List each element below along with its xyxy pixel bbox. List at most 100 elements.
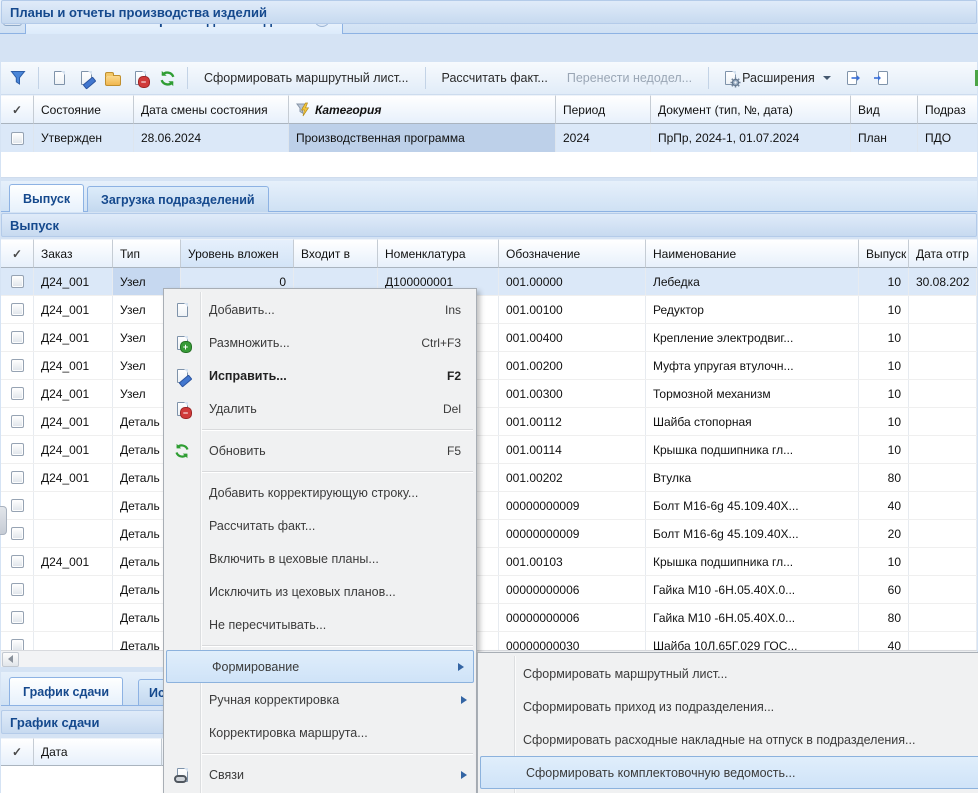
- column-dept[interactable]: Подраз: [918, 95, 977, 124]
- delete-document-icon: −: [164, 401, 200, 419]
- cell-output: 10: [859, 380, 909, 407]
- cell-designation: 001.00000: [499, 268, 646, 295]
- column-parent[interactable]: Входит в: [294, 239, 378, 268]
- plans-grid-header: ✓ Состояние Дата смены состояния Категор…: [1, 95, 977, 124]
- menu-item-edit[interactable]: Исправить... F2: [164, 359, 476, 392]
- table-row[interactable]: Д24_001 Узел 001.00200 Муфта упругая вту…: [1, 352, 977, 380]
- column-category[interactable]: Категория: [289, 95, 556, 124]
- row-checkbox[interactable]: [10, 583, 24, 596]
- add-document-icon[interactable]: [48, 67, 70, 89]
- column-name[interactable]: Наименование: [646, 239, 859, 268]
- column-type[interactable]: Тип: [113, 239, 181, 268]
- cell-nomenclature: [378, 520, 499, 547]
- tab-delivery-schedule[interactable]: График сдачи: [9, 677, 124, 705]
- menu-item-route-adjust[interactable]: Корректировка маршрута...: [209, 725, 368, 740]
- menu-item-include-shop-plans[interactable]: Включить в цеховые планы...: [209, 551, 379, 566]
- extensions-button[interactable]: Расширения: [718, 67, 838, 89]
- row-checkbox[interactable]: [10, 303, 24, 316]
- column-document[interactable]: Документ (тип, №, дата): [651, 95, 851, 124]
- submenu-item-route-list[interactable]: Сформировать маршрутный лист...: [523, 666, 728, 681]
- column-period[interactable]: Период: [556, 95, 651, 124]
- cell-nomenclature: [378, 436, 499, 463]
- table-row[interactable]: Д24_001 Узел 0 Д100000001 001.00000 Лебе…: [1, 268, 977, 296]
- section-tab-strip: Выпуск Загрузка подразделений: [1, 181, 977, 212]
- submenu-item-receipt[interactable]: Сформировать приход из подразделения...: [523, 699, 775, 714]
- column-order[interactable]: Заказ: [34, 239, 113, 268]
- table-row[interactable]: Д24_001 Деталь 001.00103 Крышка подшипни…: [1, 548, 977, 576]
- menu-item-add[interactable]: Добавить... Ins: [164, 293, 476, 326]
- submenu-item-picking-list[interactable]: Сформировать комплектовочную ведомость..…: [480, 756, 978, 789]
- row-checkbox[interactable]: [10, 499, 24, 512]
- column-designation[interactable]: Обозначение: [499, 239, 646, 268]
- column-nomenclature[interactable]: Номенклатура: [378, 239, 499, 268]
- row-checkbox[interactable]: [10, 359, 24, 372]
- cell-output: 10: [859, 436, 909, 463]
- menu-item-links[interactable]: Связи: [164, 758, 476, 791]
- row-checkbox[interactable]: [10, 639, 24, 650]
- delete-document-icon[interactable]: −: [129, 67, 151, 89]
- scroll-left-icon[interactable]: [2, 651, 19, 667]
- row-checkbox[interactable]: [10, 131, 24, 145]
- table-row[interactable]: Деталь 00000000009 Болт М16-6g 45.109.40…: [1, 492, 977, 520]
- row-checkbox[interactable]: [10, 387, 24, 400]
- row-checkbox[interactable]: [10, 527, 24, 540]
- table-row[interactable]: Д24_001 Узел 001.00100 Редуктор 10: [1, 296, 977, 324]
- table-row[interactable]: Деталь 00000000006 Гайка М10 -6Н.05.40Х.…: [1, 604, 977, 632]
- row-checkbox[interactable]: [10, 415, 24, 428]
- import-document-icon[interactable]: [870, 67, 892, 89]
- row-checkbox[interactable]: [10, 275, 24, 288]
- cell-ship-date: [909, 436, 977, 463]
- refresh-icon[interactable]: [156, 67, 178, 89]
- select-all-column-header[interactable]: ✓: [1, 95, 34, 124]
- table-row[interactable]: Деталь 00000000009 Болт М16-6g 45.109.40…: [1, 520, 977, 548]
- menu-item-add-correction[interactable]: Добавить корректирующую строку...: [209, 485, 419, 500]
- cell-designation: 00000000006: [499, 604, 646, 631]
- filter-icon[interactable]: [7, 67, 29, 89]
- context-menu: Добавить... Ins + Размножить... Ctrl+F3 …: [163, 288, 477, 793]
- menu-item-formation[interactable]: Формирование: [166, 650, 474, 683]
- column-state[interactable]: Состояние: [34, 95, 134, 124]
- column-output[interactable]: Выпуск: [859, 239, 909, 268]
- table-row[interactable]: Деталь 00000000030 Шайба 10Л.65Г.029 ГОС…: [1, 632, 977, 650]
- plans-grid-row[interactable]: Утвержден 28.06.2024 Производственная пр…: [1, 124, 977, 152]
- table-row[interactable]: Д24_001 Узел 001.00300 Тормозной механиз…: [1, 380, 977, 408]
- submenu-item-invoices[interactable]: Сформировать расходные накладные на отпу…: [523, 732, 916, 747]
- row-checkbox[interactable]: [10, 555, 24, 568]
- tab-output[interactable]: Выпуск: [9, 184, 85, 212]
- menu-item-duplicate[interactable]: + Размножить... Ctrl+F3: [164, 326, 476, 359]
- column-state-date[interactable]: Дата смены состояния: [134, 95, 289, 124]
- row-checkbox[interactable]: [10, 331, 24, 344]
- select-all-column-header[interactable]: ✓: [1, 239, 34, 268]
- export-document-icon[interactable]: [843, 67, 865, 89]
- menu-item-exclude-shop-plans[interactable]: Исключить из цеховых планов...: [209, 584, 396, 599]
- menu-item-no-recalc[interactable]: Не пересчитывать...: [209, 617, 327, 632]
- edit-document-icon[interactable]: [75, 67, 97, 90]
- splitter-handle[interactable]: [0, 506, 7, 535]
- column-ship-date[interactable]: Дата отгр: [909, 239, 977, 268]
- submenu-item-clipped[interactable]: Сформировать...: [478, 789, 978, 793]
- table-row[interactable]: Деталь 00000000006 Гайка М10 -6Н.05.40Х.…: [1, 576, 977, 604]
- menu-item-calc-fact[interactable]: Рассчитать факт...: [209, 518, 316, 533]
- tab-department-load[interactable]: Загрузка подразделений: [87, 186, 269, 212]
- form-route-list-button[interactable]: Сформировать маршрутный лист...: [204, 71, 409, 85]
- cell-designation: 00000000009: [499, 492, 646, 519]
- select-all-column-header[interactable]: ✓: [1, 738, 34, 766]
- menu-item-manual-adjust[interactable]: Ручная корректировка: [164, 683, 476, 716]
- folder-icon[interactable]: [102, 67, 124, 89]
- row-checkbox[interactable]: [10, 611, 24, 624]
- cell-nomenclature: [378, 492, 499, 519]
- table-row[interactable]: Д24_001 Узел 001.00400 Крепление электро…: [1, 324, 977, 352]
- menu-item-refresh[interactable]: Обновить F5: [164, 434, 476, 467]
- cell-designation: 00000000006: [499, 576, 646, 603]
- menu-item-delete[interactable]: − Удалить Del: [164, 392, 476, 425]
- table-row[interactable]: Д24_001 Деталь 001.00112 Шайба стопорная…: [1, 408, 977, 436]
- calc-fact-button[interactable]: Рассчитать факт...: [441, 71, 548, 85]
- row-checkbox[interactable]: [10, 443, 24, 456]
- column-kind[interactable]: Вид: [851, 95, 918, 124]
- column-level[interactable]: Уровень вложен: [181, 239, 294, 268]
- cell-ship-date: [909, 548, 977, 575]
- table-row[interactable]: Д24_001 Деталь 001.00114 Крышка подшипни…: [1, 436, 977, 464]
- row-checkbox[interactable]: [10, 471, 24, 484]
- table-row[interactable]: Д24_001 Деталь 001.00202 Втулка 80: [1, 464, 977, 492]
- column-date[interactable]: Дата: [34, 738, 162, 766]
